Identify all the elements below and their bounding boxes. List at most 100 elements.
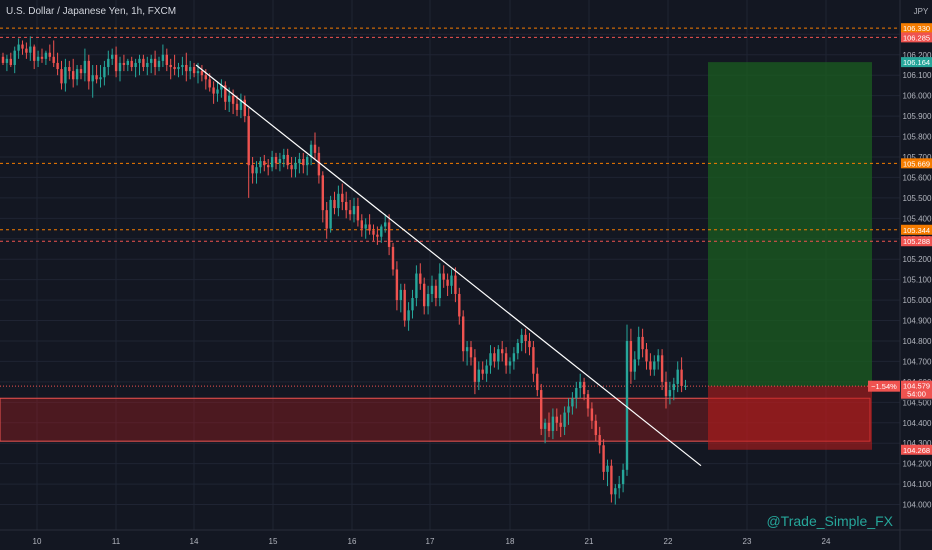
candle-body (680, 369, 683, 386)
candle-body (13, 50, 16, 65)
time-tick-label: 16 (348, 537, 357, 546)
candle (44, 50, 48, 65)
candle-body (294, 163, 297, 170)
candle (348, 199, 352, 221)
candle-body (75, 69, 79, 80)
candle (477, 361, 480, 391)
price-tick-label: 105.400 (903, 214, 932, 223)
candle (181, 56, 184, 76)
candle-body (9, 58, 12, 65)
candle (442, 265, 445, 288)
candle-body (664, 381, 668, 397)
candle-body (33, 46, 36, 61)
candle-body (395, 269, 399, 301)
candle (5, 54, 9, 72)
candle-body (48, 52, 51, 57)
candle-body (559, 422, 562, 427)
candle (645, 343, 648, 370)
candle (614, 484, 617, 505)
candle-body (657, 355, 660, 362)
candle (567, 398, 570, 425)
candle-body (454, 275, 457, 294)
candle (551, 408, 555, 440)
candle-body (360, 220, 363, 229)
candle (407, 302, 410, 331)
candle (493, 347, 496, 368)
level-tag: 105.344 (901, 224, 932, 235)
time-axis[interactable]: 10 11 14 15 16 17 18 21 22 23 24 (0, 529, 932, 546)
candle-body (122, 62, 126, 65)
candle-body (36, 56, 40, 61)
price-tick-label: 104.900 (903, 317, 932, 326)
stop-zone (708, 386, 872, 450)
candle (192, 62, 196, 78)
candle (52, 40, 55, 68)
trendline[interactable] (195, 64, 702, 467)
watermark: @Trade_Simple_FX (766, 513, 893, 529)
candle (247, 107, 250, 198)
candle-body (446, 279, 449, 286)
candle (220, 79, 223, 98)
candle (36, 50, 40, 68)
candle (95, 64, 98, 84)
candle (376, 226, 379, 245)
level-tag-label: 106.330 (903, 24, 930, 33)
candle (302, 152, 305, 174)
candle-body (173, 67, 176, 70)
candle-body (618, 484, 621, 489)
candle-body (415, 273, 418, 299)
candle (540, 383, 543, 436)
price-tick-label: 104.500 (903, 398, 932, 407)
candle-body (551, 416, 555, 431)
candle (200, 64, 204, 82)
price-tick-label: 104.400 (903, 419, 932, 428)
candle (274, 152, 278, 170)
candle-body (52, 56, 55, 63)
candle-body (134, 62, 137, 68)
candle-body (602, 445, 605, 472)
candle (368, 214, 371, 235)
candle (111, 48, 114, 65)
price-tag-label: 104.268 (903, 446, 930, 455)
candle (91, 64, 94, 98)
candle (325, 201, 328, 239)
candle-body (645, 349, 648, 362)
candle-body (325, 210, 328, 229)
candle-body (107, 58, 110, 68)
candle-body (582, 381, 586, 395)
candle-body (130, 60, 133, 68)
price-tick-label: 106.000 (903, 92, 932, 101)
level-tag: 106.285 (901, 32, 932, 43)
candle (1, 52, 5, 65)
candle (403, 283, 406, 327)
candle-body (536, 373, 539, 391)
candle (21, 40, 24, 55)
candle-body (165, 54, 168, 65)
candle (598, 426, 601, 454)
candle-body (270, 156, 274, 168)
candle-body (442, 273, 445, 280)
price-axis[interactable]: 104.000 104.100 104.200 104.300 104.400 104.5… (899, 0, 932, 550)
candle-body (684, 385, 687, 387)
candle (114, 46, 118, 78)
candle-body (676, 369, 679, 384)
level-tag: 106.330 (901, 23, 932, 34)
candle (68, 60, 71, 80)
candle-body (204, 75, 207, 80)
candle-body (368, 224, 371, 231)
candle (590, 402, 594, 429)
candle-body (434, 285, 438, 299)
level-tag-bg (901, 23, 932, 34)
current-price-label: 104.579 (903, 382, 930, 391)
price-tag-bg (901, 444, 932, 455)
time-tick-label: 17 (426, 537, 435, 546)
candle (259, 156, 262, 174)
level-tag-bg (901, 158, 932, 169)
candle-body (200, 71, 204, 76)
candle (415, 265, 418, 307)
candle (72, 58, 75, 88)
candle (391, 242, 395, 276)
